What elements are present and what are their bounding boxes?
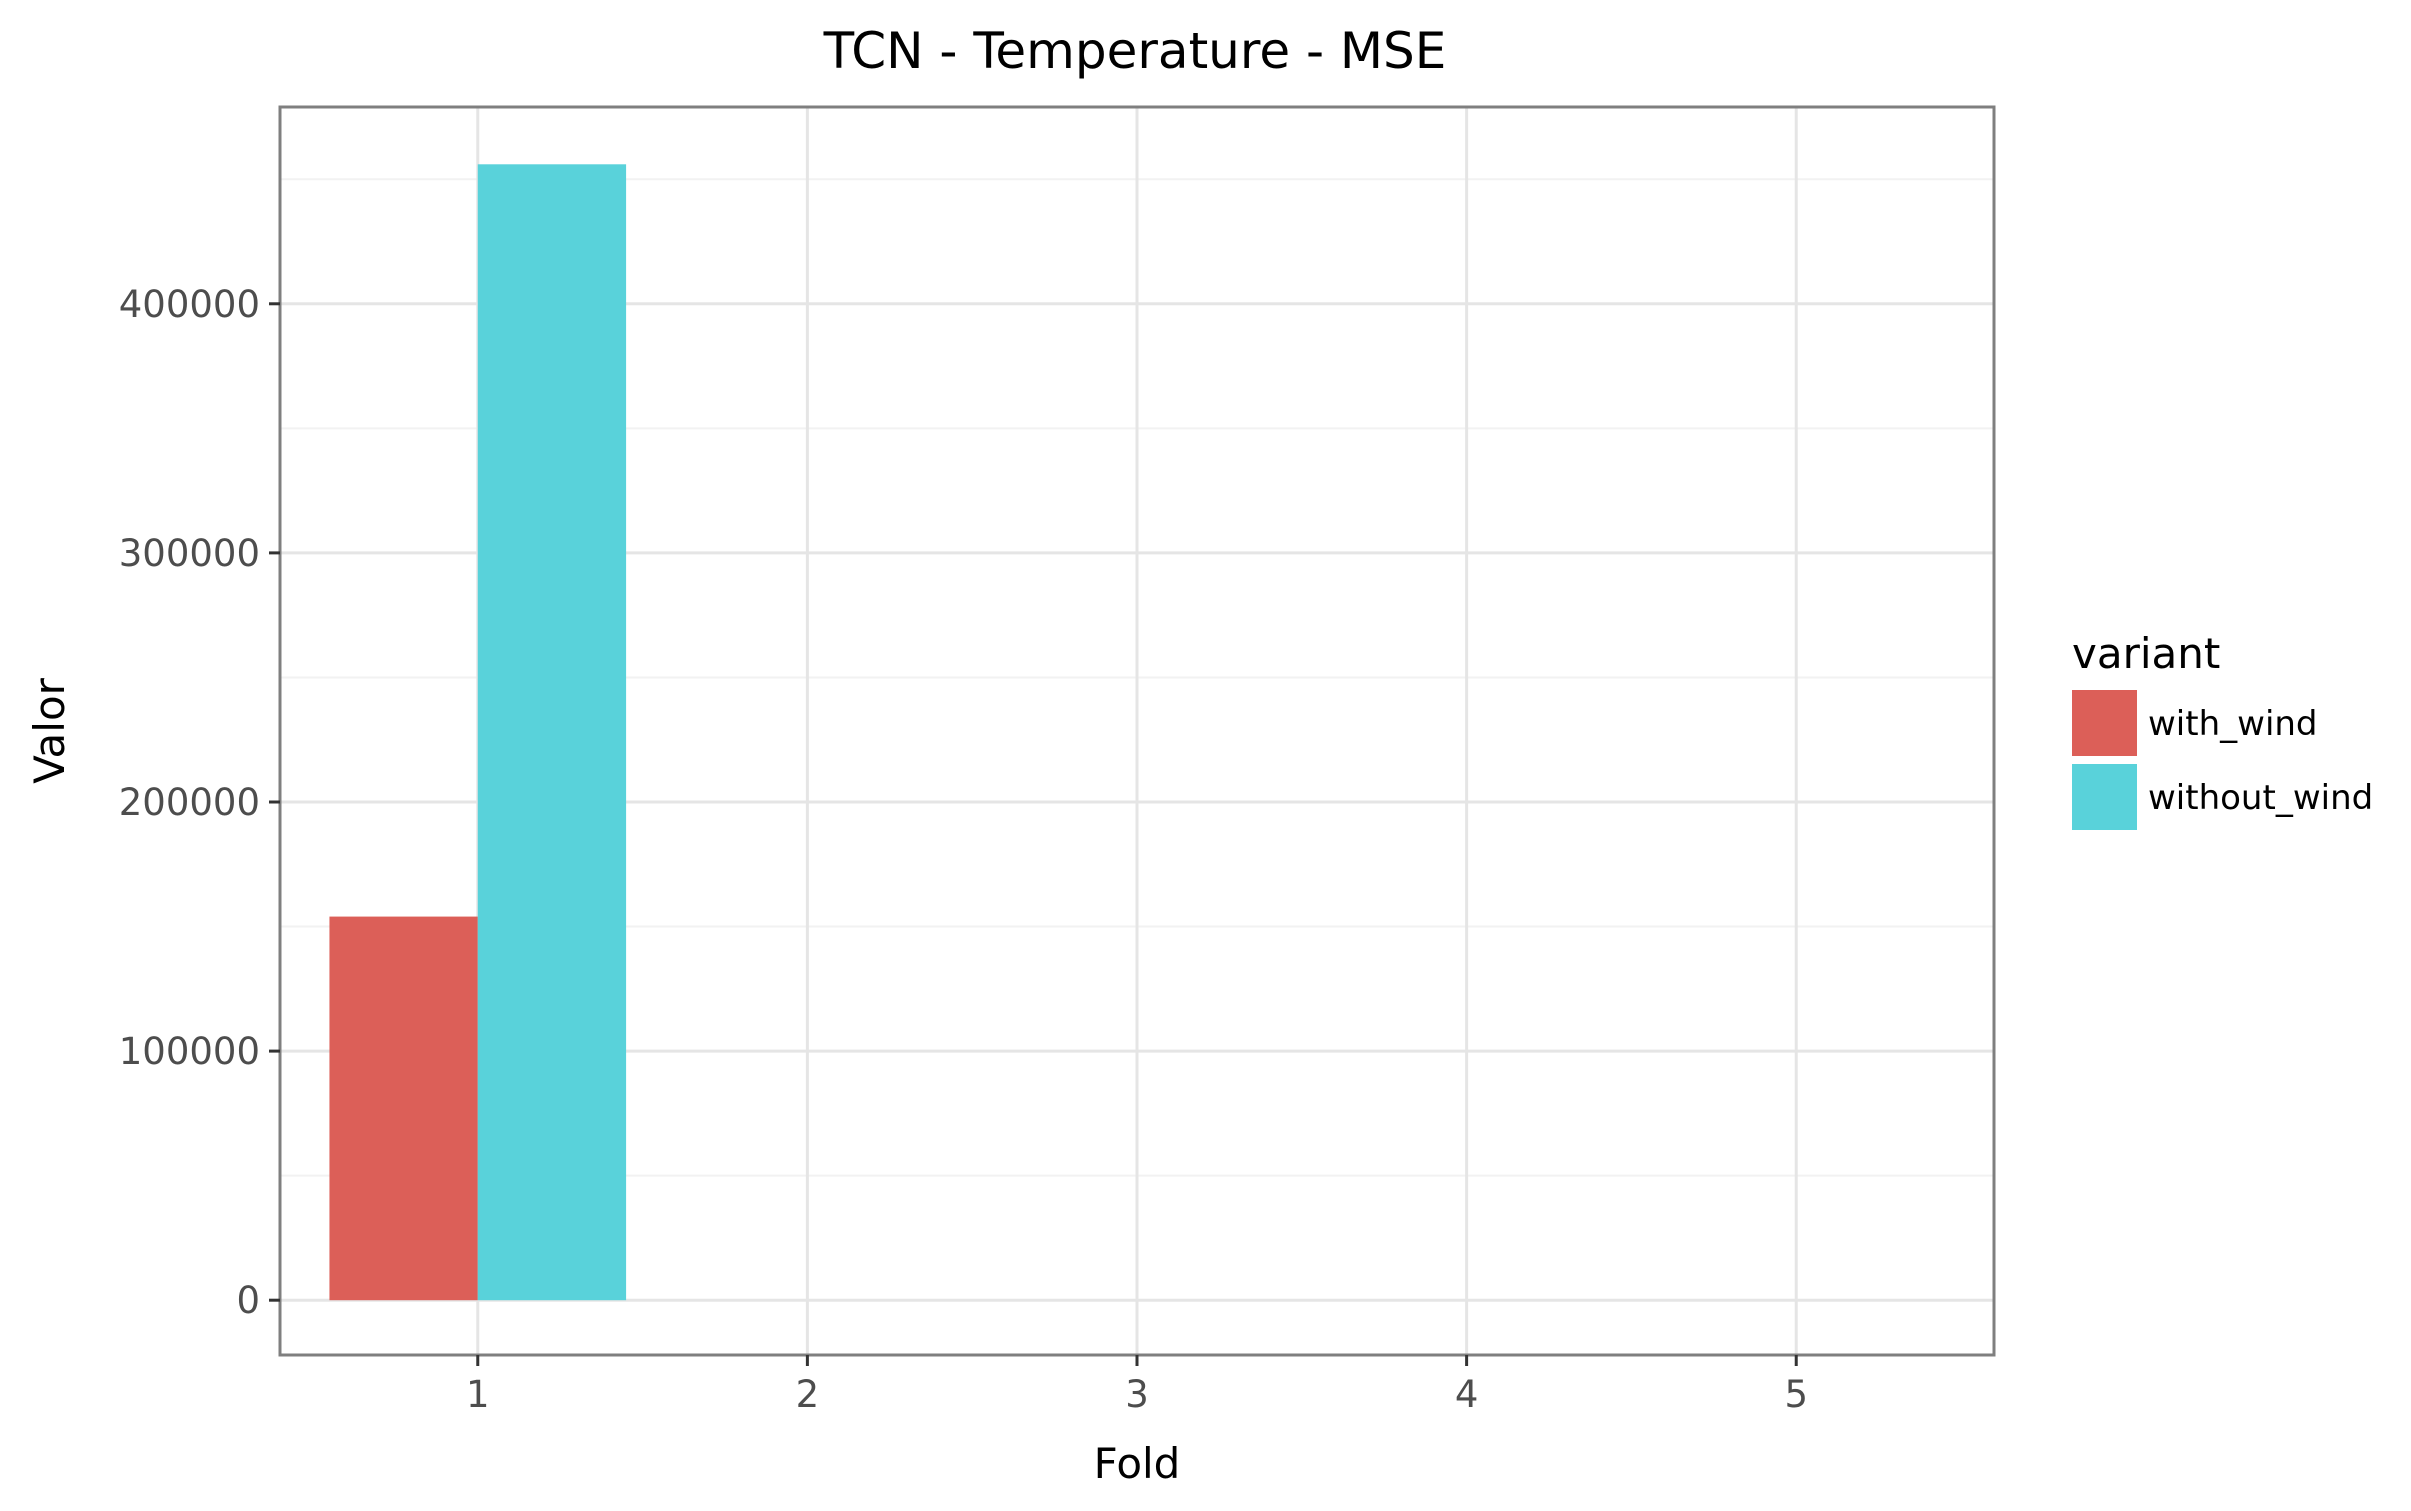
x-tick-label: 5: [1784, 1373, 1808, 1416]
x-tick-label: 4: [1455, 1373, 1479, 1416]
legend-label-with_wind: with_wind: [2148, 704, 2318, 744]
legend-key-without_wind: [2072, 764, 2137, 830]
legend-label-without_wind: without_wind: [2148, 778, 2373, 818]
x-tick-label: 3: [1125, 1373, 1149, 1416]
axis-ticks: [269, 302, 1798, 1366]
y-tick-label: 100000: [119, 1030, 260, 1073]
legend-key-with_wind: [2072, 690, 2137, 756]
legend-title: variant: [2072, 629, 2220, 678]
bar-with_wind-fold-1: [329, 916, 478, 1301]
x-axis-title: Fold: [1094, 1439, 1181, 1488]
bars: [329, 164, 627, 1301]
legend: variant with_wind without_wind: [2072, 629, 2373, 830]
y-axis-title: Valor: [25, 677, 74, 784]
y-tick-label: 200000: [119, 781, 260, 824]
y-tick-label: 400000: [119, 283, 260, 326]
x-tick-label: 2: [796, 1373, 820, 1416]
legend-items: with_wind without_wind: [2072, 690, 2373, 830]
bar-without_wind-fold-1: [477, 164, 627, 1301]
chart-title: TCN - Temperature - MSE: [823, 22, 1447, 80]
y-tick-label: 300000: [119, 532, 260, 575]
y-tick-labels: 0 100000 200000 300000 400000: [119, 283, 260, 1322]
y-tick-label: 0: [236, 1279, 260, 1322]
x-tick-label: 1: [466, 1373, 490, 1416]
x-tick-labels: 1 2 3 4 5: [466, 1373, 1808, 1416]
